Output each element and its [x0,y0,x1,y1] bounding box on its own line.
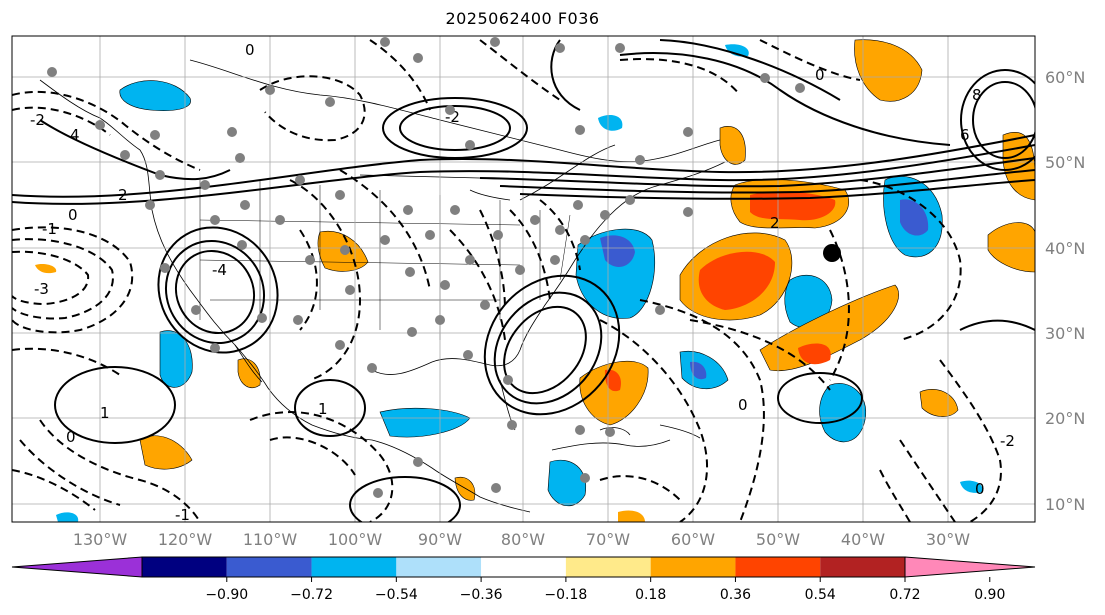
contour-label-4: 4 [70,126,80,144]
contour-label-0c: 0 [815,66,825,84]
lat-label: 30°N [1045,324,1085,343]
colorbar-tick-label: −0.72 [290,587,333,603]
colorbar-tick-label: 0.36 [720,587,751,603]
colorbar-tick-label: 0.90 [974,587,1005,603]
colorbar-segment [650,557,736,577]
contour-label-2b: 2 [770,214,780,232]
longitude-axis: 130°W 120°W 110°W 100°W 90°W 80°W 70°W 6… [73,530,970,549]
lat-label: 10°N [1045,495,1085,514]
colorbar-segment [481,557,566,577]
latitude-axis: 60°N 50°N 40°N 30°N 20°N 10°N [1045,68,1085,514]
lon-label: 120°W [158,530,213,549]
contour-label-1: 1 [100,404,110,422]
colorbar-tick-label: −0.36 [460,587,503,603]
contour-label-neg1-b: -1 [175,506,190,524]
dashed-contours [12,39,1002,522]
contour-label-0e: 0 [975,480,985,498]
colorbar-extend-low [11,556,143,578]
lon-label: 110°W [243,530,298,549]
lon-label: 50°W [756,530,800,549]
colorbar-segment [142,557,227,577]
lon-label: 100°W [328,530,383,549]
contour-label-neg4: -4 [212,261,227,279]
contour-label-6: 6 [960,126,970,144]
contour-labels: 0 2 4 -2 -2 -4 2 6 8 -1 1 1 -3 0 0 0 0 -… [30,41,1015,524]
colorbar-segment [226,557,312,577]
lon-label: 80°W [501,530,545,549]
colorbar-tick-label: 0.18 [635,587,666,603]
map-border [11,35,1036,523]
colorbar-tick-label: −0.90 [205,587,248,603]
lon-label: 90°W [418,530,462,549]
colorbar-segment [396,557,482,577]
contour-label-0f: 0 [66,428,76,446]
state-borders [199,180,571,340]
contour-label-8: 8 [972,86,982,104]
contour-label-neg2: -2 [30,111,45,129]
lon-label: 70°W [586,530,630,549]
contour-label-0: 0 [245,41,255,59]
colorbar-segment [311,557,397,577]
graticule [12,36,1035,522]
lat-label: 40°N [1045,239,1085,258]
lon-label: 40°W [841,530,885,549]
lat-label: 50°N [1045,153,1085,172]
colorbar-tick-label: 0.72 [889,587,920,603]
colorbar-segment [565,557,651,577]
map-title: 2025062400 F036 [445,9,600,28]
point-marker [823,244,841,262]
contour-label-0b: 0 [68,206,78,224]
colorbar-segment [820,557,905,577]
lon-label: 30°W [926,530,970,549]
contour-label-neg3: -3 [34,280,49,298]
colorbar-tick-label: 0.54 [805,587,836,603]
station-dots [47,37,805,498]
contour-label-1b: 1 [318,400,328,418]
colorbar-tick-label: −0.54 [375,587,418,603]
solid-contours [12,39,1035,522]
colorbar-tick-label: −0.18 [544,587,587,603]
colorbar-outline [141,556,906,578]
contour-label-neg1: -1 [42,220,57,238]
lon-label: 60°W [671,530,715,549]
colorbar: −0.90 −0.72 −0.54 −0.36 −0.18 0.18 0.36 0.54 0.7… [11,556,1036,603]
colorbar-segment [735,557,821,577]
lat-label: 20°N [1045,409,1085,428]
lon-label: 130°W [73,530,128,549]
contour-label-2: 2 [118,186,128,204]
contour-label-0d: 0 [738,396,748,414]
lat-label: 60°N [1045,68,1085,87]
contour-label-neg2-c: -2 [1000,432,1015,450]
colorbar-extend-high [904,556,1036,578]
